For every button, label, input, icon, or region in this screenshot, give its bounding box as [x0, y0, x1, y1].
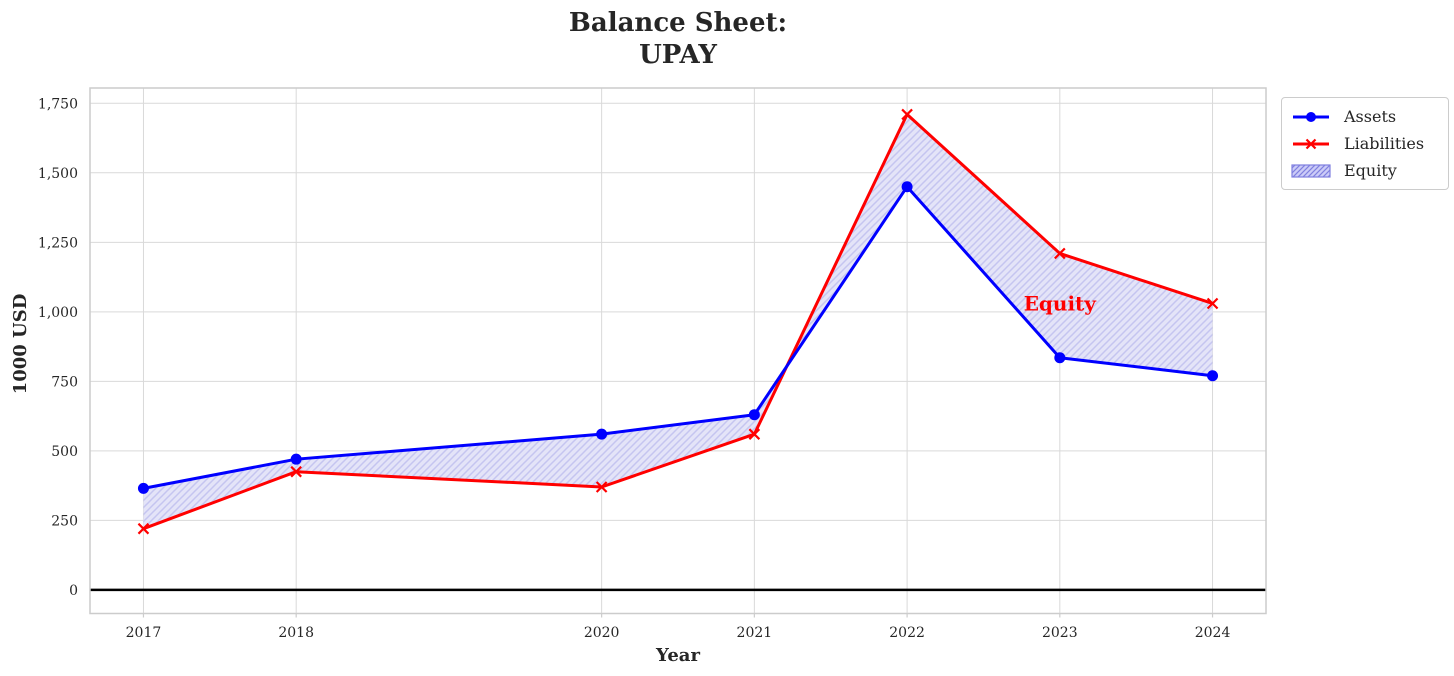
legend-item-assets: Assets — [1291, 103, 1439, 130]
x-tick-label: 2018 — [278, 625, 314, 641]
legend-label-equity: Equity — [1344, 161, 1397, 180]
assets-marker — [137, 482, 149, 494]
equity-band — [143, 114, 1213, 529]
assets-marker — [1207, 370, 1219, 382]
liabilities-marker — [290, 465, 302, 478]
x-tick-label: 2020 — [584, 625, 620, 641]
y-axis-label: 1000 USD — [10, 294, 31, 395]
liabilities-marker — [137, 522, 150, 535]
assets-line-swatch-icon — [1293, 111, 1329, 122]
legend: Assets Liabilities Equity — [1281, 97, 1449, 190]
liabilities-line-swatch-icon — [1293, 138, 1329, 149]
x-tick-label: 2024 — [1195, 625, 1231, 641]
chart-title-line1: Balance Sheet: — [568, 8, 788, 38]
legend-item-liabilities: Liabilities — [1291, 130, 1439, 157]
assets-marker — [596, 428, 608, 440]
y-tick-label: 500 — [51, 444, 78, 460]
equity-annotation: Equity — [1024, 291, 1098, 315]
legend-label-assets: Assets — [1344, 107, 1397, 126]
x-tick-label: 2022 — [889, 625, 925, 641]
x-tick-label: 2017 — [126, 625, 162, 641]
assets-marker — [748, 409, 760, 421]
liabilities-marker — [748, 428, 761, 440]
y-tick-label: 250 — [51, 513, 78, 529]
assets-marker — [290, 453, 302, 465]
assets-marker — [901, 181, 913, 193]
liabilities-marker — [595, 481, 608, 493]
assets-marker — [1054, 352, 1066, 364]
liabilities-marker — [1054, 247, 1066, 260]
plot-frame — [89, 87, 1267, 615]
x-axis-label: Year — [655, 645, 700, 666]
y-tick-label: 1,000 — [38, 305, 78, 321]
chart-title-line2: UPAY — [639, 40, 717, 70]
legend-label-liabilities: Liabilities — [1344, 134, 1425, 153]
y-tick-label: 1,250 — [38, 235, 78, 251]
y-tick-label: 1,500 — [38, 166, 78, 182]
legend-item-equity: Equity — [1291, 157, 1439, 184]
y-tick-label: 0 — [69, 583, 78, 599]
x-tick-label: 2023 — [1042, 625, 1078, 641]
liabilities-marker — [1206, 297, 1219, 310]
liabilities-marker — [901, 108, 913, 121]
chart-title: Balance Sheet: UPAY — [90, 7, 1266, 71]
y-tick-label: 750 — [51, 374, 78, 390]
x-tick-label: 2021 — [737, 625, 773, 641]
equity-hatch-swatch-icon — [1291, 163, 1331, 178]
y-tick-label: 1,750 — [38, 96, 78, 112]
